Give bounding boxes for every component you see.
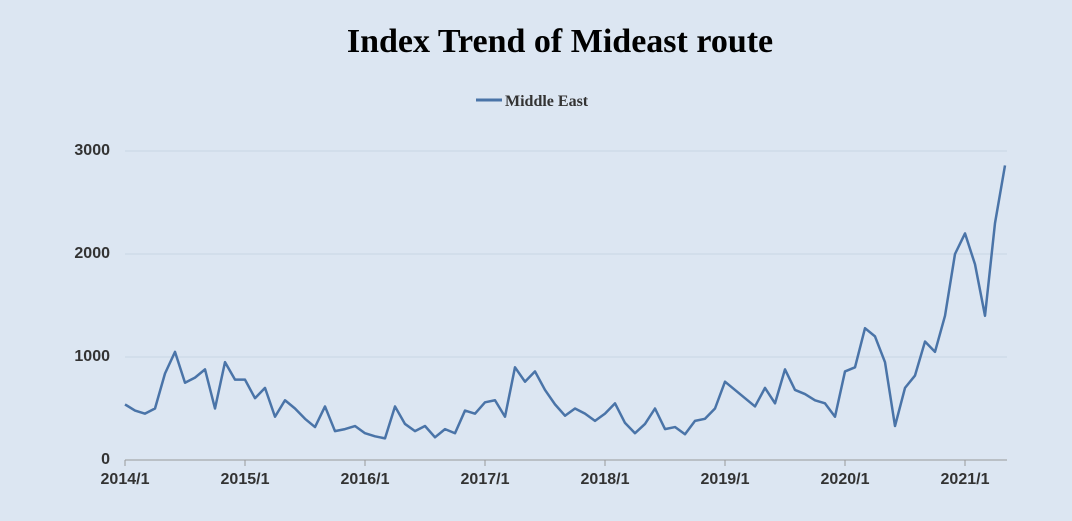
y-tick-label: 1000 — [74, 348, 110, 365]
x-tick-label: 2016/1 — [341, 471, 390, 488]
x-tick-label: 2018/1 — [581, 471, 630, 488]
x-tick-label: 2019/1 — [701, 471, 750, 488]
x-tick-label: 2020/1 — [821, 471, 870, 488]
y-tick-label: 3000 — [74, 142, 110, 159]
x-tick-label: 2021/1 — [941, 471, 990, 488]
y-tick-label: 0 — [101, 451, 110, 468]
legend-label: Middle East — [505, 93, 589, 110]
line — [124, 165, 1007, 440]
x-tick-label: 2015/1 — [221, 471, 270, 488]
y-tick-label: 2000 — [74, 245, 110, 262]
chart-title: Index Trend of Mideast route — [347, 23, 773, 60]
x-tick-label: 2014/1 — [101, 471, 150, 488]
x-tick-label: 2017/1 — [461, 471, 510, 488]
